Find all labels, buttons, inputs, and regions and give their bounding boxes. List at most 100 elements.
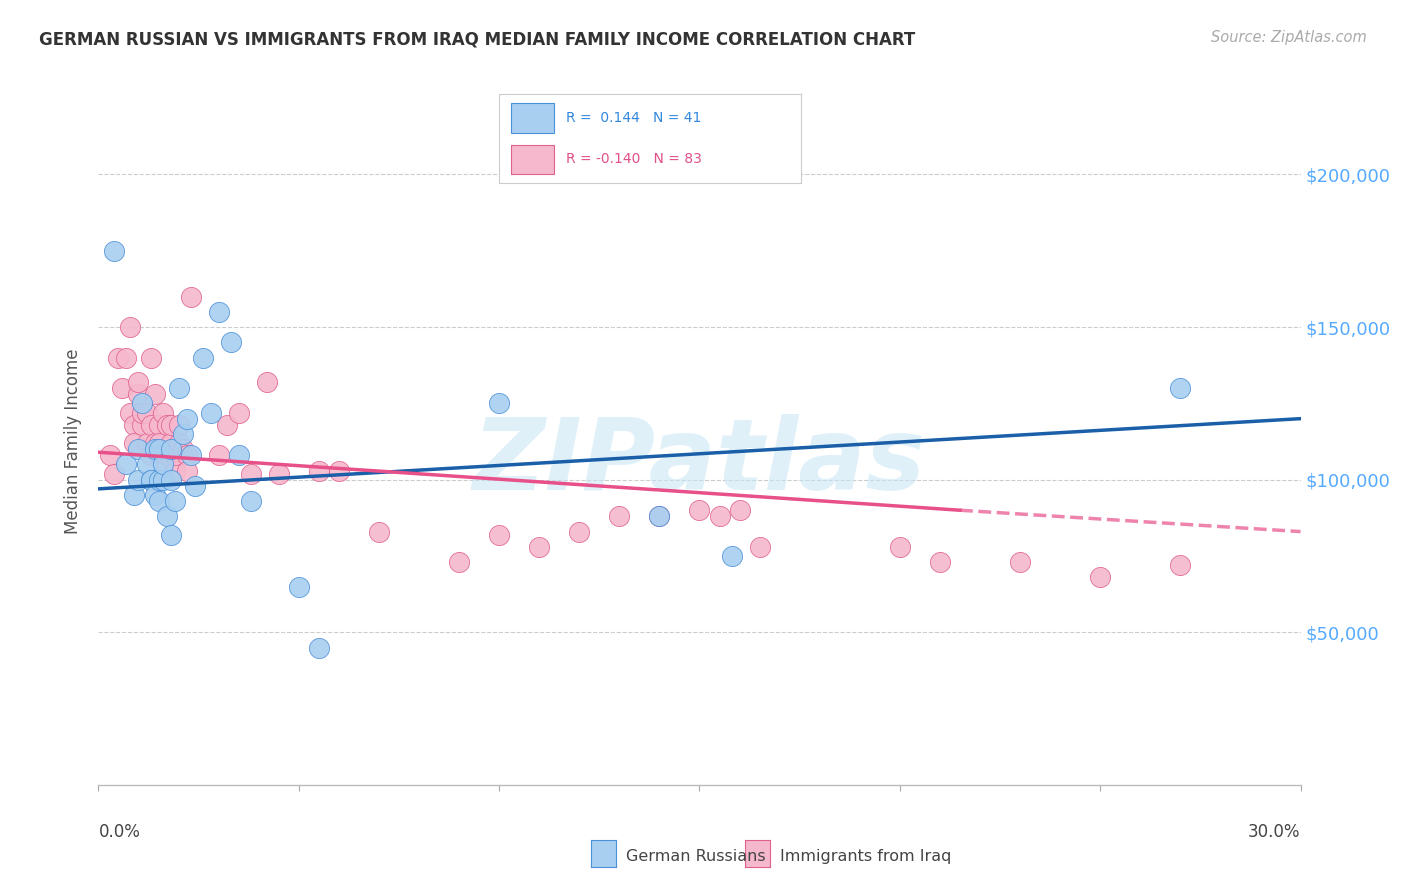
Point (159, 417, 181, 432)
Point (103, 467, 125, 481)
Point (139, 473, 162, 487)
Point (135, 436, 157, 450)
Point (568, 524, 591, 539)
Point (488, 396, 510, 410)
Point (120, 320, 142, 334)
Point (124, 436, 146, 450)
Point (1088, 570, 1111, 584)
Point (152, 458, 174, 472)
Point (155, 509, 177, 524)
Point (689, 503, 711, 517)
Point (155, 417, 177, 432)
Point (529, 540, 551, 554)
Point (728, 503, 751, 517)
Text: 30.0%: 30.0% (1249, 823, 1301, 841)
Point (124, 417, 146, 432)
Point (208, 448, 231, 462)
Point (128, 473, 150, 487)
Text: German Russians: German Russians (626, 849, 765, 863)
Point (183, 479, 205, 493)
Point (191, 351, 214, 365)
FancyBboxPatch shape (512, 103, 554, 133)
Point (163, 448, 186, 462)
Point (139, 351, 162, 365)
Point (159, 473, 181, 487)
Point (709, 509, 731, 524)
Point (139, 448, 162, 462)
Text: ZIPatlas: ZIPatlas (472, 414, 927, 510)
Text: R = -0.140   N = 83: R = -0.140 N = 83 (565, 152, 702, 166)
Point (172, 442, 194, 457)
Point (176, 448, 198, 462)
Point (148, 442, 170, 457)
Point (128, 375, 150, 389)
Point (143, 387, 166, 401)
Point (208, 305, 231, 319)
Point (328, 464, 350, 478)
Point (609, 509, 631, 524)
Point (447, 555, 470, 569)
Point (148, 473, 170, 487)
Point (228, 405, 250, 419)
Point (308, 464, 330, 478)
FancyBboxPatch shape (512, 145, 554, 174)
Point (148, 417, 170, 432)
Point (180, 289, 202, 303)
Point (368, 524, 391, 539)
Point (889, 540, 911, 554)
Point (200, 405, 222, 419)
Point (1010, 555, 1032, 569)
Point (103, 244, 125, 258)
Point (148, 436, 170, 450)
Point (152, 464, 174, 478)
Point (1170, 381, 1192, 395)
Point (167, 381, 190, 395)
Point (131, 417, 153, 432)
Point (308, 640, 330, 655)
Point (152, 405, 174, 419)
Point (176, 411, 198, 425)
Point (131, 396, 153, 410)
Point (180, 448, 202, 462)
Point (159, 527, 181, 541)
Text: Source: ZipAtlas.com: Source: ZipAtlas.com (1211, 30, 1367, 45)
Point (111, 381, 134, 395)
Point (256, 375, 278, 389)
Point (143, 436, 166, 450)
Point (131, 405, 153, 419)
Point (148, 494, 170, 508)
Point (1170, 558, 1192, 573)
Point (128, 387, 150, 401)
Point (215, 417, 238, 432)
Point (648, 509, 671, 524)
Text: 0.0%: 0.0% (98, 823, 141, 841)
Point (267, 467, 290, 481)
Point (139, 417, 162, 432)
Point (163, 464, 186, 478)
Point (167, 436, 190, 450)
Point (172, 426, 194, 441)
Text: R =  0.144   N = 41: R = 0.144 N = 41 (565, 111, 702, 125)
Point (152, 473, 174, 487)
Point (488, 527, 510, 541)
Point (163, 494, 186, 508)
Text: GERMAN RUSSIAN VS IMMIGRANTS FROM IRAQ MEDIAN FAMILY INCOME CORRELATION CHART: GERMAN RUSSIAN VS IMMIGRANTS FROM IRAQ M… (39, 30, 915, 48)
Point (115, 351, 138, 365)
Point (167, 417, 190, 432)
Point (135, 458, 157, 472)
Point (648, 509, 671, 524)
Point (148, 448, 170, 462)
Point (128, 442, 150, 457)
Point (239, 494, 262, 508)
Point (239, 467, 262, 481)
Point (120, 405, 142, 419)
Point (288, 580, 311, 594)
Y-axis label: Median Family Income: Median Family Income (65, 349, 83, 534)
Point (228, 448, 250, 462)
Point (124, 488, 146, 502)
Point (100, 448, 122, 462)
Point (143, 442, 166, 457)
Point (219, 335, 242, 350)
Point (155, 448, 177, 462)
Point (159, 436, 181, 450)
